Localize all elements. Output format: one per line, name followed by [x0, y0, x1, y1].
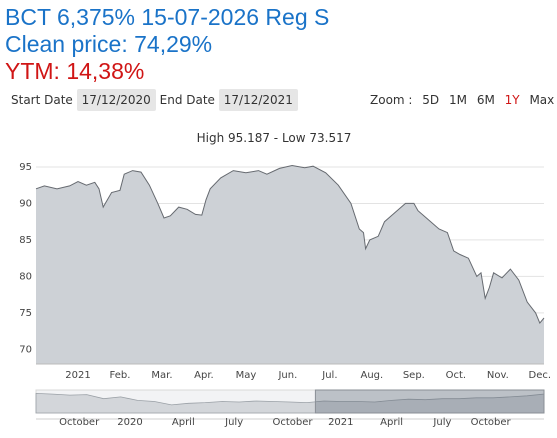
navigator-label: July	[432, 417, 451, 428]
x-tick-label: Aug.	[361, 370, 384, 381]
x-tick-label: Sep.	[403, 370, 425, 381]
y-tick-label: 85	[19, 235, 32, 246]
x-tick-label: Feb.	[110, 370, 131, 381]
zoom-5d-button[interactable]: 5D	[422, 93, 440, 107]
x-tick-label: Mar.	[151, 370, 172, 381]
x-tick-label: Jul.	[321, 370, 337, 381]
x-tick-label: May	[236, 370, 257, 381]
chart-title: High 95.187 - Low 73.517	[197, 131, 352, 145]
x-axis: 2021 Feb. Mar. Apr. May Jun. Jul. Aug. Sep. Oct. N…	[36, 363, 552, 381]
navigator-series	[35, 392, 545, 414]
x-tick-label: 2021	[65, 370, 90, 381]
x-tick-label: Nov.	[487, 370, 509, 381]
y-tick-label: 75	[19, 308, 32, 319]
navigator[interactable]: October 2020 April July October 2021 April July…	[35, 389, 545, 428]
bond-title: BCT 6,375% 15-07-2026 Reg S	[5, 4, 330, 30]
navigator-label: 2021	[328, 417, 353, 428]
zoom-max-button[interactable]: Max	[529, 93, 555, 107]
start-date-input[interactable]: 17/12/2020	[76, 89, 156, 111]
y-tick-label: 70	[19, 344, 32, 355]
zoom-1y-button[interactable]: 1Y	[504, 93, 520, 107]
ytm-value: YTM: 14,38%	[5, 58, 145, 84]
zoom-label: Zoom :	[370, 93, 413, 107]
navigator-label: October	[273, 417, 314, 428]
y-axis: 70 75 80 85 90 95	[19, 162, 32, 355]
navigator-label: April	[172, 417, 195, 428]
navigator-label: October	[471, 417, 512, 428]
price-line	[35, 164, 545, 325]
navigator-label: October	[59, 417, 100, 428]
clean-price: Clean price: 74,29%	[5, 31, 213, 57]
x-tick-label: Apr.	[194, 370, 214, 381]
date-range-controls: Start Date 17/12/2020 End Date 17/12/202…	[11, 89, 298, 111]
price-area-fill	[36, 165, 544, 364]
price-chart[interactable]: High 95.187 - Low 73.517 70 75 80 85 90 95 20…	[0, 120, 557, 438]
end-date-input[interactable]: 17/12/2021	[218, 89, 298, 111]
y-tick-label: 90	[19, 198, 32, 209]
start-date-label: Start Date	[11, 93, 73, 107]
x-tick-label: Oct.	[446, 370, 466, 381]
y-tick-label: 95	[19, 162, 32, 173]
series-area	[35, 164, 545, 364]
navigator-label: July	[224, 417, 243, 428]
y-tick-label: 80	[19, 271, 32, 282]
navigator-label: April	[380, 417, 403, 428]
navigator-label: 2020	[117, 417, 142, 428]
zoom-6m-button[interactable]: 6M	[476, 93, 495, 107]
end-date-label: End Date	[159, 93, 215, 107]
navigator-selection[interactable]	[314, 389, 545, 414]
x-tick-label: Jun.	[277, 370, 297, 381]
zoom-controls: Zoom : 5D 1M 6M 1Y Max	[370, 89, 554, 111]
x-tick-label: Dec.	[529, 370, 552, 381]
zoom-1m-button[interactable]: 1M	[448, 93, 467, 107]
